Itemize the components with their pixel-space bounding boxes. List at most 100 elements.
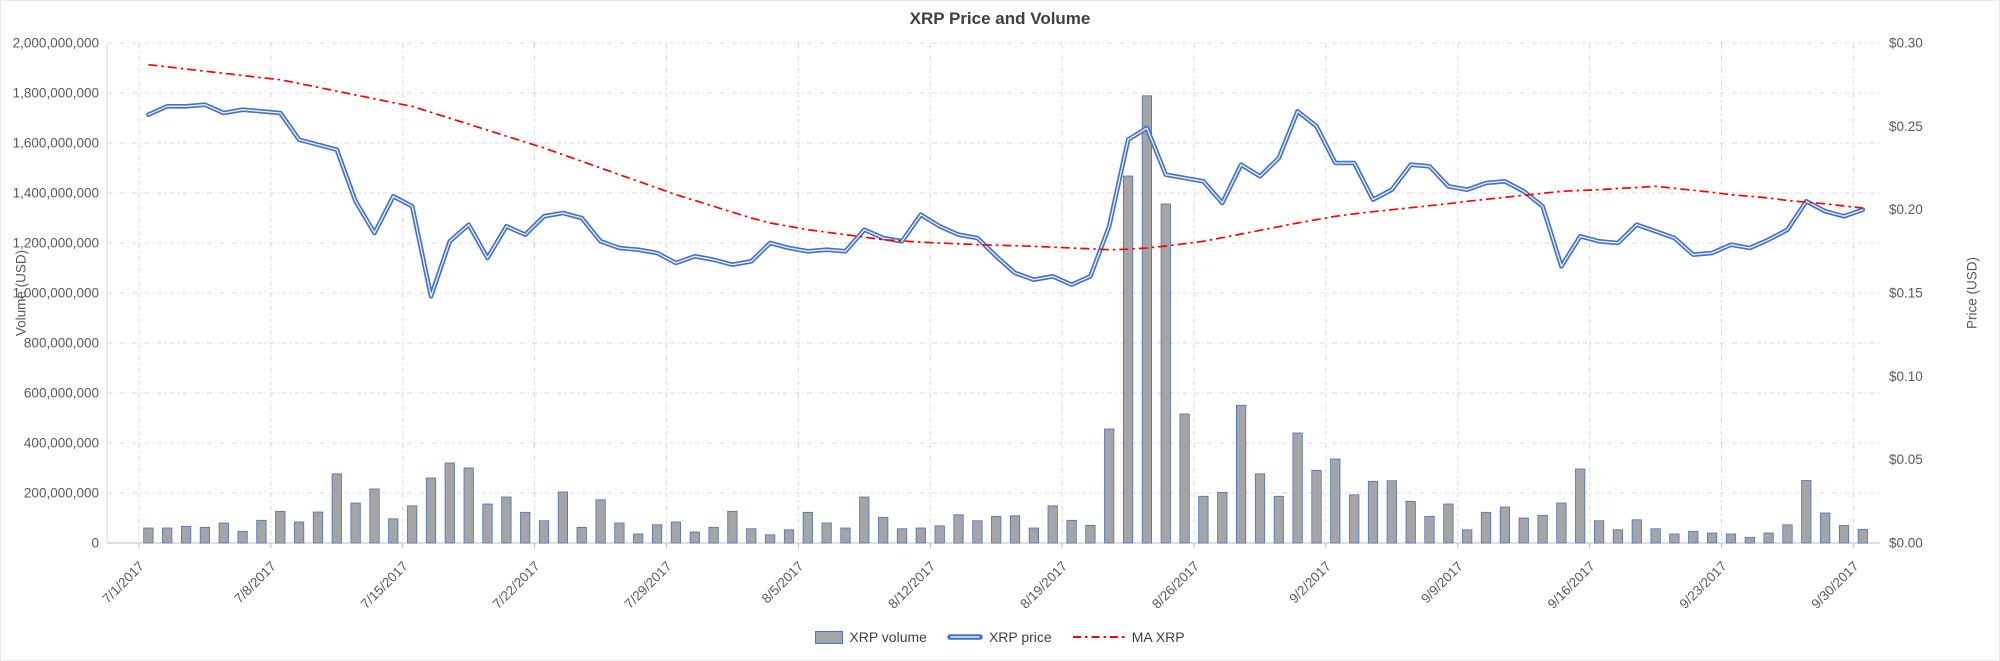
volume-bar [1443, 503, 1454, 544]
volume-bar [501, 496, 512, 544]
volume-bar [1537, 514, 1548, 544]
volume-bar [576, 526, 587, 544]
volume-bar [746, 528, 757, 544]
volume-bar [765, 534, 776, 544]
x-tick-label: 7/29/2017 [622, 559, 675, 612]
volume-bar [312, 511, 324, 544]
ma-line-swatch-icon [1072, 636, 1125, 638]
volume-bar [689, 531, 700, 544]
volume-bar [1575, 468, 1586, 544]
volume-bar [1367, 480, 1379, 544]
volume-bar [896, 528, 908, 544]
volume-bar [275, 510, 286, 544]
volume-bar [1028, 527, 1039, 544]
volume-bar [670, 521, 682, 544]
volume-bar [1594, 520, 1605, 544]
x-tick-label: 9/16/2017 [1545, 559, 1598, 612]
volume-bar [1104, 428, 1115, 544]
chart-title: XRP Price and Volume [909, 9, 1091, 28]
left-axis-tick-label: 1,200,000,000 [13, 236, 99, 251]
volume-bar [520, 511, 531, 544]
volume-bar [1801, 480, 1812, 544]
volume-bar [1009, 515, 1021, 544]
left-axis-tick-label: 800,000,000 [24, 336, 99, 351]
x-tick-label: 8/26/2017 [1149, 559, 1202, 612]
x-tick-label: 8/5/2017 [759, 559, 807, 607]
left-axis-tick-label: 1,800,000,000 [13, 86, 99, 101]
left-axis-tick-label: 2,000,000,000 [13, 36, 99, 51]
right-axis-tick-label: $0.05 [1889, 452, 1923, 467]
right-axis-tick-label: $0.15 [1889, 286, 1923, 301]
legend-item-xrp-price: XRP price [947, 629, 1052, 645]
volume-bar [727, 510, 738, 544]
volume-bar-swatch-icon [815, 630, 844, 644]
volume-bar [915, 527, 926, 544]
volume-bar [840, 527, 851, 544]
volume-bar [1782, 524, 1793, 544]
x-tick-label: 8/12/2017 [885, 559, 938, 612]
x-tick-label: 7/15/2017 [358, 559, 411, 612]
legend-label-ma: MA XRP [1131, 629, 1185, 645]
volume-bar [1236, 404, 1247, 544]
volume-bar [1480, 511, 1492, 544]
left-axis-tick-label: 200,000,000 [24, 486, 99, 501]
volume-bar [783, 529, 795, 544]
volume-bar [1857, 528, 1868, 544]
volume-bar [859, 496, 870, 544]
volume-bar [1349, 494, 1360, 544]
volume-bar [1462, 529, 1473, 544]
volume-bar [614, 522, 625, 544]
volume-bar [934, 525, 945, 544]
left-axis-tick-label: 600,000,000 [24, 386, 99, 401]
volume-bar [1123, 175, 1134, 544]
volume-bar [1273, 495, 1284, 544]
right-axis-tick-label: $0.00 [1889, 536, 1923, 551]
left-axis-tick-label: 1,000,000,000 [13, 286, 99, 301]
x-tick-label: 9/23/2017 [1677, 559, 1730, 612]
volume-bar [143, 527, 154, 544]
volume-bar [256, 519, 267, 544]
x-tick-label: 8/19/2017 [1017, 559, 1070, 612]
legend-label-volume: XRP volume [849, 629, 927, 645]
x-tick-label: 7/8/2017 [231, 559, 279, 607]
volume-bar [557, 491, 569, 544]
x-tick-label: 7/1/2017 [99, 559, 147, 607]
volume-bar [350, 502, 361, 544]
volume-bar [1631, 519, 1642, 544]
volume-bar [463, 467, 474, 544]
x-tick-label: 9/2/2017 [1286, 559, 1334, 607]
volume-bar [218, 522, 229, 544]
volume-bar [369, 488, 380, 544]
volume-bar [1838, 525, 1850, 544]
volume-bar [1424, 515, 1435, 544]
volume-bar [1688, 530, 1699, 544]
left-axis-tick-label: 1,400,000,000 [13, 186, 99, 201]
volume-bar [802, 511, 813, 544]
price-line-swatch-icon [947, 634, 983, 640]
volume-bar [1386, 480, 1397, 544]
volume-bar [1217, 491, 1228, 544]
volume-bar [878, 516, 889, 544]
volume-bar [1047, 505, 1058, 544]
volume-bar [1141, 95, 1152, 544]
volume-bar [1330, 458, 1341, 544]
volume-bar [180, 525, 192, 544]
volume-bar [444, 462, 455, 544]
volume-bar [425, 477, 437, 544]
volume-bar [652, 524, 663, 544]
volume-bar [1160, 203, 1171, 544]
volume-bar [162, 527, 173, 544]
legend: XRP volume XRP price MA XRP [0, 629, 2000, 645]
left-axis-tick-label: 400,000,000 [24, 436, 99, 451]
volume-bar [1820, 512, 1831, 544]
volume-bar [1066, 519, 1077, 544]
volume-bar [953, 514, 964, 544]
volume-bar [293, 521, 305, 544]
volume-bar [388, 518, 399, 544]
volume-bar [991, 515, 1002, 544]
volume-bar [1612, 529, 1623, 544]
right-axis-tick-label: $0.25 [1889, 119, 1923, 134]
volume-bar [633, 533, 644, 544]
